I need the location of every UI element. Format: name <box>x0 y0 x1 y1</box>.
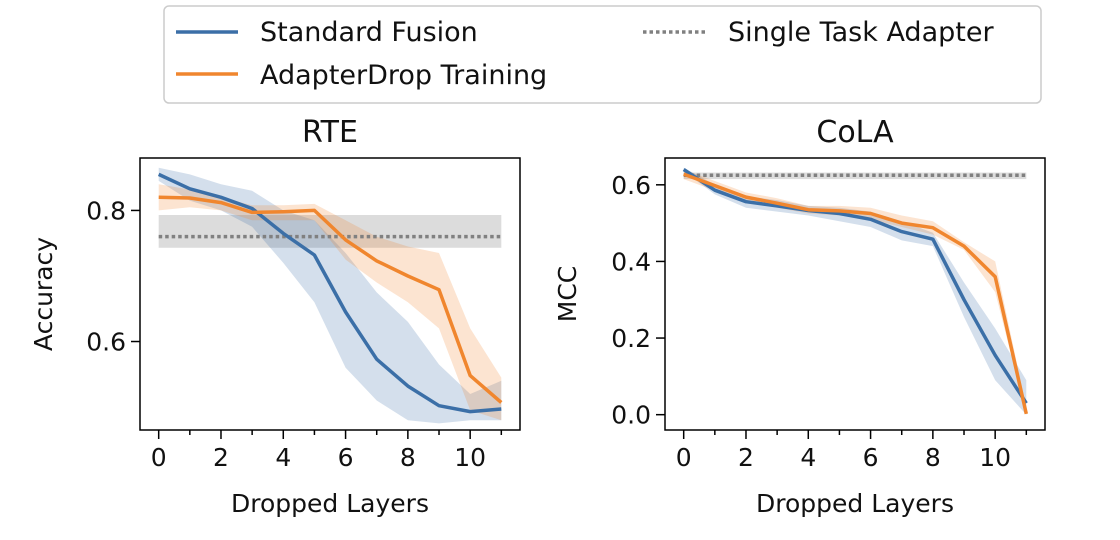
y-tick-label-3-cola: 0.6 <box>611 171 651 200</box>
ticks-cola: 0 2 4 6 8 10 0.0 0.2 0.4 0.6 <box>611 171 1028 472</box>
x-tick-label-2-cola: 2 <box>738 443 754 472</box>
x-tick-label-6-rte: 6 <box>338 443 354 472</box>
x-axis-label-cola: Dropped Layers <box>756 489 954 518</box>
y-tick-label-2-cola: 0.4 <box>611 247 651 276</box>
series-line-standard-fusion-cola <box>682 168 1028 405</box>
band-standard-fusion-cola <box>683 167 1027 415</box>
plot-area-rte <box>157 167 503 424</box>
x-tick-label-6-cola: 6 <box>863 443 879 472</box>
plot-area-cola <box>682 167 1029 415</box>
chart-title-rte: RTE <box>302 115 358 150</box>
axes-frame-rte <box>139 157 521 431</box>
x-tick-label-8-cola: 8 <box>925 443 941 472</box>
legend-frame <box>163 5 1042 104</box>
legend-label-single-task-adapter: Single Task Adapter <box>728 17 994 48</box>
y-axis-label-cola: MCC <box>553 266 582 322</box>
y-tick-label-1-rte: 0.8 <box>86 196 126 225</box>
ticks-rte: 0 2 4 6 8 10 0.6 0.8 <box>86 196 503 472</box>
x-axis-label-rte: Dropped Layers <box>231 489 429 518</box>
axes-frame-cola <box>664 157 1046 431</box>
chart-panel-rte: RTE 0 2 4 6 8 10 0.6 0.8 Dropped Layers Accurac… <box>29 115 521 518</box>
y-axis-label-rte: Accuracy <box>29 237 58 351</box>
x-tick-label-2-rte: 2 <box>213 443 229 472</box>
x-tick-label-10-rte: 10 <box>454 443 486 472</box>
x-tick-label-4-cola: 4 <box>800 443 816 472</box>
x-tick-label-4-rte: 4 <box>275 443 291 472</box>
y-tick-label-1-cola: 0.2 <box>611 324 651 353</box>
series-line-adapterdrop-training-rte <box>158 195 503 404</box>
y-tick-label-0-rte: 0.6 <box>86 328 126 357</box>
x-tick-label-10-cola: 10 <box>979 443 1011 472</box>
x-tick-label-0-cola: 0 <box>676 443 692 472</box>
series-line-adapterdrop-training-cola <box>683 172 1029 415</box>
reference-band-rte <box>158 215 502 248</box>
legend-label-adapterdrop-training: AdapterDrop Training <box>260 60 547 91</box>
chart-panel-cola: CoLA 0 2 4 6 8 100.00.20.40.6 Dropped Layers … <box>553 115 1046 518</box>
x-tick-label-0-rte: 0 <box>151 443 167 472</box>
chart-title-cola: CoLA <box>816 115 894 150</box>
band-standard-fusion-rte <box>158 167 502 424</box>
band-adapterdrop-training-cola <box>683 169 1027 415</box>
x-tick-label-8-rte: 8 <box>400 443 416 472</box>
y-tick-label-0-cola: 0.0 <box>611 401 651 430</box>
legend: Standard Fusion AdapterDrop Training Sin… <box>163 5 1042 104</box>
band-adapterdrop-training-rte <box>158 184 502 421</box>
series-line-standard-fusion-rte <box>157 172 502 414</box>
legend-label-standard-fusion: Standard Fusion <box>260 17 478 48</box>
